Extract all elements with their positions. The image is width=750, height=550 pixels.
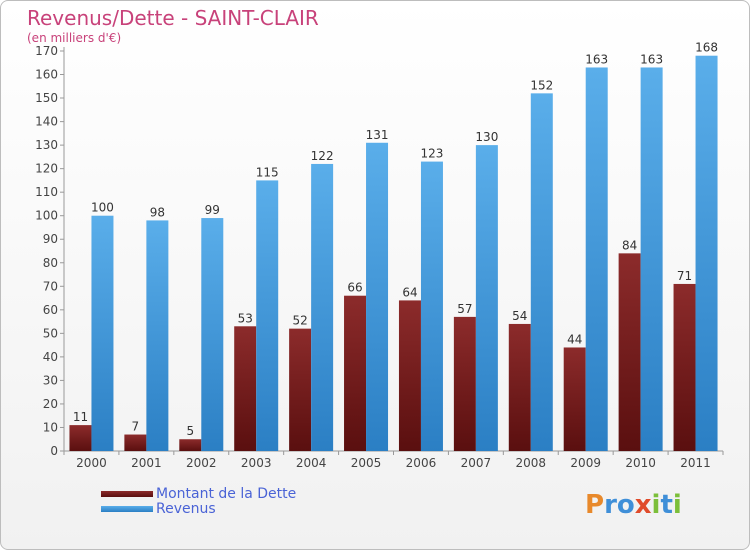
data-label-revenus: 122 <box>311 149 334 163</box>
legend-swatch-dette <box>101 491 153 497</box>
legend-swatch-revenus <box>101 506 153 512</box>
logo-letter: r <box>604 490 617 520</box>
bar-revenus <box>146 220 169 451</box>
bar-revenus <box>585 67 608 452</box>
bar-dette <box>69 425 92 451</box>
data-label-revenus: 100 <box>91 201 114 215</box>
y-tick-label: 110 <box>35 185 58 199</box>
bar-revenus <box>91 215 114 451</box>
x-tick-label: 2001 <box>131 456 162 470</box>
bar-revenus <box>475 145 498 451</box>
data-label-revenus: 152 <box>530 78 553 92</box>
bar-dette <box>618 253 641 451</box>
x-tick-label: 2000 <box>76 456 107 470</box>
y-tick-label: 70 <box>43 279 58 293</box>
bar-revenus <box>530 93 553 452</box>
y-tick-label: 130 <box>35 138 58 152</box>
data-label-revenus: 98 <box>150 205 165 219</box>
y-tick-label: 90 <box>43 232 58 246</box>
y-tick-label: 100 <box>35 209 58 223</box>
y-tick-label: 0 <box>50 444 58 458</box>
x-tick-label: 2005 <box>351 456 382 470</box>
data-labels: 11 100 7 98 5 99 53 115 52 122 66 131 64 123 57 130 54 15… <box>73 41 718 439</box>
bar-dette <box>563 347 586 451</box>
data-label-dette: 53 <box>238 311 253 325</box>
bar-revenus <box>366 142 389 451</box>
logo-letter: x <box>634 490 652 520</box>
bar-dette <box>673 283 696 451</box>
data-label-dette: 7 <box>132 420 140 434</box>
chart-title: Revenus/Dette - SAINT-CLAIR <box>27 6 319 30</box>
y-tick-label: 10 <box>43 420 58 434</box>
data-label-revenus: 130 <box>475 130 498 144</box>
bar-dette <box>344 295 367 451</box>
y-tick-label: 140 <box>35 115 58 129</box>
data-label-dette: 66 <box>347 281 362 295</box>
bar-dette <box>124 434 147 451</box>
data-label-dette: 71 <box>677 269 692 283</box>
y-tick-label: 160 <box>35 68 58 82</box>
chart-subtitle: (en milliers d'€) <box>27 31 122 45</box>
x-tick-label: 2010 <box>625 456 656 470</box>
bar-revenus <box>640 67 663 452</box>
data-label-revenus: 131 <box>366 128 389 142</box>
y-tick-label: 120 <box>35 162 58 176</box>
data-label-revenus: 163 <box>640 52 663 66</box>
bar-dette <box>289 328 312 451</box>
bar-dette <box>453 316 476 451</box>
logo-letter: o <box>616 490 635 520</box>
y-tick-label: 40 <box>43 350 58 364</box>
data-label-dette: 11 <box>73 410 88 424</box>
y-tick-label: 50 <box>43 326 58 340</box>
bar-dette <box>398 300 421 451</box>
x-tick-label: 2006 <box>406 456 437 470</box>
bars <box>69 55 718 452</box>
data-label-revenus: 99 <box>205 203 220 217</box>
bar-revenus <box>311 163 334 452</box>
x-tick-label: 2009 <box>570 456 601 470</box>
legend-label-revenus: Revenus <box>156 501 216 517</box>
bar-dette <box>508 323 531 451</box>
bar-revenus <box>695 55 718 452</box>
data-label-revenus: 123 <box>421 147 444 161</box>
logo-letter: i <box>651 490 661 520</box>
proxiti-logo: Proxiti <box>585 490 682 520</box>
data-label-dette: 5 <box>186 424 194 438</box>
y-tick-label: 30 <box>43 373 58 387</box>
x-tick-label: 2007 <box>461 456 492 470</box>
data-label-revenus: 115 <box>256 165 279 179</box>
x-tick-label: 2004 <box>296 456 327 470</box>
x-tick-label: 2011 <box>680 456 711 470</box>
data-label-dette: 52 <box>292 314 307 328</box>
bar-dette <box>179 439 202 451</box>
y-tick-label: 150 <box>35 91 58 105</box>
y-tick-label: 80 <box>43 256 58 270</box>
x-tick-label: 2003 <box>241 456 272 470</box>
data-label-revenus: 168 <box>695 41 718 55</box>
axes: 0 10 20 30 40 50 60 70 80 90 100 110 120 130 140 150 160… <box>35 44 724 470</box>
data-label-revenus: 163 <box>585 52 608 66</box>
y-tick-label: 20 <box>43 397 58 411</box>
x-tick-label: 2002 <box>186 456 217 470</box>
data-label-dette: 54 <box>512 309 527 323</box>
data-label-dette: 84 <box>622 238 637 252</box>
data-label-dette: 64 <box>402 285 417 299</box>
logo-letter: t <box>660 490 673 520</box>
y-tick-label: 170 <box>35 44 58 58</box>
bar-revenus <box>256 180 279 452</box>
bar-dette <box>234 326 257 451</box>
x-tick-label: 2008 <box>516 456 547 470</box>
data-label-dette: 44 <box>567 332 582 346</box>
data-label-dette: 57 <box>457 302 472 316</box>
logo-letter: i <box>672 490 682 520</box>
logo-letter: P <box>585 490 605 520</box>
legend-label-dette: Montant de la Dette <box>156 486 297 502</box>
bar-revenus <box>201 218 224 451</box>
bar-revenus <box>420 161 443 451</box>
y-tick-label: 60 <box>43 303 58 317</box>
